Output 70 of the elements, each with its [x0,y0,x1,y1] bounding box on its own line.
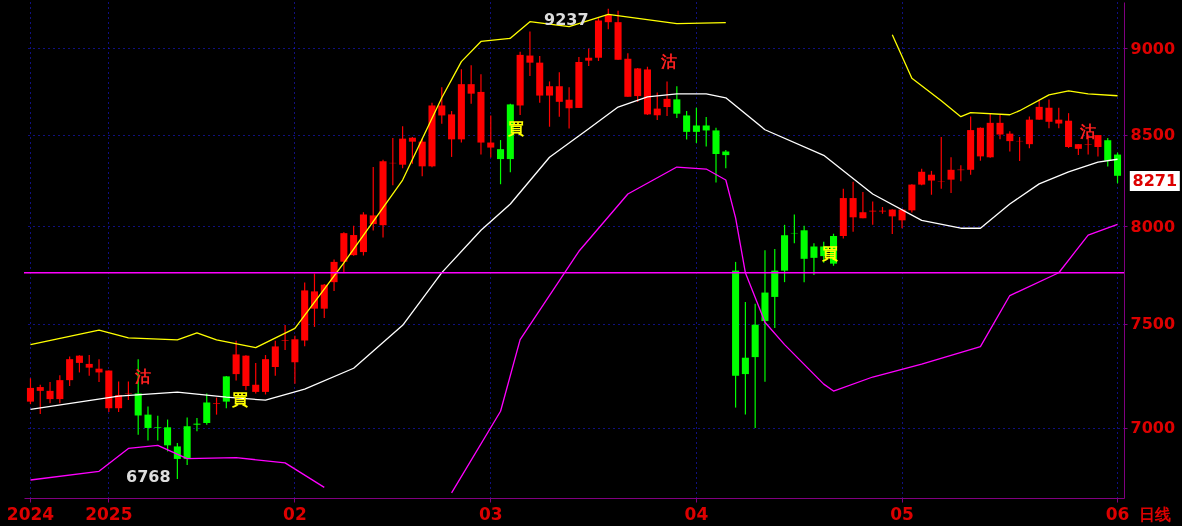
x-tick-label: 02 [283,503,307,524]
candlestick [85,354,93,377]
candlestick [1045,98,1053,129]
y-tick-label: 7000 [1130,418,1176,438]
annotation: 9237 [544,9,589,29]
candlestick [203,392,211,426]
x-tick-label: 06 [1105,503,1130,524]
candlestick [604,8,612,30]
candlestick [291,335,299,385]
annotation: 沽 [659,51,677,71]
candlestick [741,301,749,416]
candlestick [281,324,289,351]
candlestick [927,170,935,196]
candlestick [810,242,818,276]
candlestick [1114,151,1122,184]
y-tick-label: 8500 [1130,125,1176,145]
candlestick [497,139,505,185]
y-tick-label: 9000 [1130,38,1176,58]
candlestick [164,418,172,453]
candlestick [702,116,710,148]
candlestick [565,86,573,130]
candlestick [95,358,103,383]
candlestick [124,380,132,401]
candlestick [673,85,681,119]
candlestick [26,377,34,405]
text: 8271 [1132,171,1178,191]
line-series [29,13,727,349]
candlestick [310,272,318,328]
candlestick [271,340,279,377]
candlestick [232,340,240,382]
candlestick [144,405,152,442]
candlestick [46,381,54,404]
line-series [29,444,325,489]
annotation: 6768 [126,467,171,487]
candlestick [545,80,554,128]
x-tick-label: 04 [684,503,709,524]
line-series [891,34,1119,118]
candlestick [252,362,260,394]
candlestick [849,181,857,233]
candlestick [438,86,446,125]
x-tick-label: 05 [890,503,914,524]
candlestick [1006,130,1014,153]
candlestick [555,71,563,118]
candlestick [56,374,64,404]
candlestick [66,355,74,387]
x-tick-label: 03 [478,503,503,524]
text: 日线 [1138,504,1171,524]
candlestick [154,415,162,442]
candlestick [487,114,495,159]
y-tick-label: 7500 [1130,314,1176,334]
x-tick-label: 2024 [6,503,55,524]
candlestick [859,191,867,219]
candlestick [408,136,416,165]
y-tick-label: 8000 [1130,216,1176,236]
candlestick [1055,107,1063,129]
candlestick [1035,98,1043,121]
candlestick [712,127,720,184]
candlestick [683,110,691,141]
candlestick [996,114,1004,140]
candlestick [692,107,700,144]
candlestick [1104,137,1112,168]
candlestick [663,80,671,117]
candlestick [36,384,44,415]
candlestick [467,64,475,105]
candlestick [526,30,534,77]
x-tick-label: 2025 [85,503,133,524]
annotation: 沽 [1078,122,1096,142]
candlestick [173,442,181,480]
candlestick [947,156,955,194]
candlestick [320,283,328,319]
